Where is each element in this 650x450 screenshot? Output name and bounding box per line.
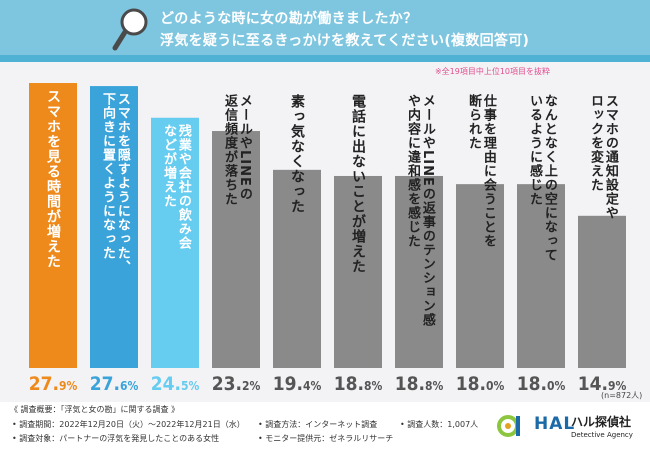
value-label-4: 23.2% [206, 373, 266, 395]
value-label-2: 27.6% [84, 373, 144, 395]
value-unit: % [432, 379, 444, 393]
bar-label-line: スマホを隠すようになった、 [114, 92, 130, 275]
survey-provider: • モニター提供元：ゼネラルリサーチ [258, 434, 394, 443]
bar-label-7: メールやLINEの返事のテンション感 や内容に違和感を感じた [404, 94, 435, 327]
bar-9 [517, 184, 565, 368]
bar-label-8: 仕事を理由に会うことを 断られた [465, 94, 496, 248]
bar-6 [334, 175, 382, 368]
bar-label-line: などが増えた [160, 123, 176, 208]
value-dec: 5 [180, 379, 189, 393]
bar-label-line: 素っ気なくなった [289, 94, 306, 214]
chart-title-line1: どのような時に女の勘が働きましたか？ [160, 11, 418, 27]
bar-label-4: メールやLINEの 返信頻度が落ちた [221, 94, 252, 206]
survey-target: • 調査対象：パートナーの浮気を発見したことのある女性 [12, 434, 220, 443]
value-unit: % [615, 379, 627, 393]
value-dec: 2 [241, 379, 250, 393]
survey-method: • 調査方法：インターネット調査 [258, 420, 378, 429]
bar-3 [151, 117, 199, 368]
bar-label-line: 下向きに置くようになった [99, 92, 115, 261]
survey-period: • 調査期間：2022年12月20日（火）～2022年12月21日（水） [12, 420, 245, 429]
value-label-1: 27.9% [23, 373, 83, 395]
value-label-7: 18.8% [389, 373, 449, 395]
value-dec: 6 [119, 379, 128, 393]
value-int: 18. [333, 373, 364, 395]
footer [0, 402, 650, 450]
value-int: 24. [150, 373, 181, 395]
bar-label-line: スマホの通知設定や [602, 94, 618, 220]
bar-label-line: なんとなく上の空になって [541, 94, 557, 262]
logo-subtitle: Detective Agency [571, 431, 633, 439]
value-int: 23. [211, 373, 242, 395]
value-int: 27. [28, 373, 59, 395]
bar-5 [273, 169, 321, 368]
value-label-8: 18.0% [450, 373, 510, 395]
bar-7 [395, 175, 443, 368]
value-unit: % [493, 379, 505, 393]
value-int: 18. [516, 373, 547, 395]
bar-label-2: スマホを隠すようになった、 下向きに置くようになった [99, 92, 130, 275]
header-banner [0, 0, 650, 62]
value-int: 27. [89, 373, 120, 395]
survey-title: 《 調査概要：「浮気と女の勘」に関する調査 》 [10, 405, 180, 414]
value-dec: 0 [485, 379, 494, 393]
bar-label-6: 電話に出ないことが増えた [350, 94, 366, 274]
bar-label-line: 返信頻度が落ちた [221, 94, 237, 206]
value-dec: 9 [58, 379, 67, 393]
bar-8 [456, 184, 504, 368]
header-strip [0, 55, 650, 62]
bar-4 [212, 131, 260, 368]
bar-chart [29, 83, 626, 369]
sample-size: (n=872人) [601, 391, 643, 400]
bar-label-line: 仕事を理由に会うことを [480, 94, 496, 248]
value-unit: % [310, 379, 322, 393]
survey-count: • 調査人数：1,007人 [400, 420, 479, 429]
chart-note: ※全19項目中上位10項目を抜粋 [434, 67, 550, 76]
value-int: 14. [577, 373, 608, 395]
bar-label-3: 残業や会社の飲み会 などが増えた [160, 123, 191, 250]
magnifier-icon [112, 8, 148, 51]
value-label-5: 19.4% [267, 373, 327, 395]
bar-10 [578, 215, 626, 368]
bar-label-10: スマホの通知設定や ロックを変えた [587, 94, 618, 220]
bar-label-5: 素っ気なくなった [289, 94, 305, 214]
bar-1 [29, 83, 77, 369]
bar-label-line: 断られた [465, 94, 481, 150]
value-unit: % [188, 379, 200, 393]
value-label-3: 24.5% [145, 373, 205, 395]
bar-label-9: なんとなく上の空になって いるように感じた [526, 94, 557, 262]
value-unit: % [127, 379, 139, 393]
logo-name: ハル探偵社 [571, 415, 632, 429]
bar-label-1: スマホを見る時間が増えた [45, 89, 61, 269]
value-label-9: 18.0% [511, 373, 571, 395]
hal-logo-icon [497, 415, 520, 437]
value-unit: % [249, 379, 261, 393]
bar-label-line: 電話に出ないことが増えた [350, 94, 367, 274]
bar-label-line: や内容に違和感を感じた [404, 94, 420, 248]
bar-label-line: メールやLINEの [236, 94, 252, 201]
value-dec: 8 [424, 379, 433, 393]
value-unit: % [554, 379, 566, 393]
value-int: 18. [394, 373, 425, 395]
logo-mark-text: HAL [534, 414, 576, 434]
bar-label-line: メールやLINEの返事のテンション感 [419, 94, 435, 327]
chart-title-line2: 浮気を疑うに至るきっかけを教えてください(複数回答可) [160, 33, 530, 49]
value-unit: % [371, 379, 383, 393]
value-dec: 0 [546, 379, 555, 393]
value-int: 18. [455, 373, 486, 395]
value-dec: 4 [302, 379, 311, 393]
value-dec: 8 [363, 379, 372, 393]
bar-label-line: ロックを変えた [587, 94, 603, 192]
bar-label-line: スマホを見る時間が増えた [45, 89, 62, 270]
value-unit: % [66, 379, 78, 393]
bar-2 [90, 86, 138, 368]
value-label-10: 14.9% [572, 373, 632, 395]
value-int: 19. [272, 373, 303, 395]
value-dec: 9 [607, 379, 616, 393]
value-label-6: 18.8% [328, 373, 388, 395]
bar-label-line: 残業や会社の飲み会 [175, 123, 191, 250]
bar-label-line: いるように感じた [526, 94, 542, 206]
